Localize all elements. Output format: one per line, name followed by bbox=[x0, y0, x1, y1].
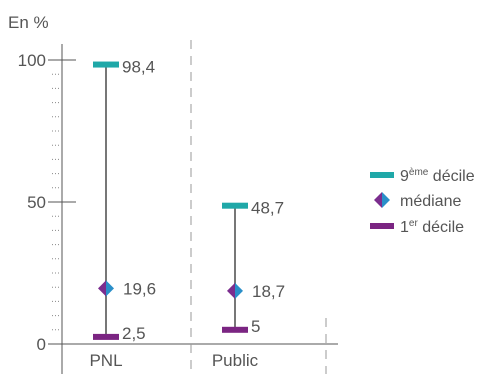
median-marker bbox=[98, 280, 106, 297]
legend-decile1-sup: er bbox=[409, 218, 419, 229]
legend-decile9-sup: ème bbox=[409, 167, 429, 178]
y-tick-label: 100 bbox=[18, 51, 46, 70]
legend-median-swatch bbox=[374, 192, 382, 208]
legend-decile1-label: 1er décile bbox=[400, 218, 464, 236]
legend-decile9-rest: décile bbox=[428, 168, 474, 185]
decile1-label: 2,5 bbox=[122, 324, 146, 343]
median-marker bbox=[106, 280, 114, 297]
legend-median-swatch bbox=[382, 192, 390, 208]
y-tick-label: 50 bbox=[27, 193, 46, 212]
y-tick-label: 0 bbox=[37, 335, 46, 354]
legend: 9ème décile médiane 1er décile bbox=[370, 167, 475, 236]
decile1-marker bbox=[93, 333, 119, 340]
decile9-label: 98,4 bbox=[122, 58, 155, 77]
legend-decile9-label: 9ème décile bbox=[400, 167, 475, 185]
x-tick-label: PNL bbox=[89, 351, 122, 370]
x-tick-label: Public bbox=[212, 351, 259, 370]
median-marker bbox=[235, 282, 243, 299]
legend-median-label: médiane bbox=[400, 193, 461, 210]
chart-marks: 98,4 2,5 19,6 48,7 5 18,7 bbox=[93, 58, 285, 343]
legend-decile9-swatch bbox=[370, 172, 394, 178]
decile1-label: 5 bbox=[251, 317, 260, 336]
unit-label: En % bbox=[8, 13, 49, 32]
decile9-marker bbox=[93, 61, 119, 68]
legend-decile1-swatch bbox=[370, 223, 394, 229]
median-marker bbox=[227, 282, 235, 299]
decile1-marker bbox=[222, 326, 248, 333]
axes: 0 50 100 PNL Public bbox=[18, 40, 338, 374]
legend-decile9-main: 9 bbox=[400, 168, 409, 185]
legend-decile1-main: 1 bbox=[400, 219, 409, 236]
median-label: 19,6 bbox=[123, 279, 156, 298]
legend-decile1-rest: décile bbox=[418, 219, 464, 236]
decile9-marker bbox=[222, 202, 248, 209]
median-label: 18,7 bbox=[252, 282, 285, 301]
decile9-label: 48,7 bbox=[251, 199, 284, 218]
